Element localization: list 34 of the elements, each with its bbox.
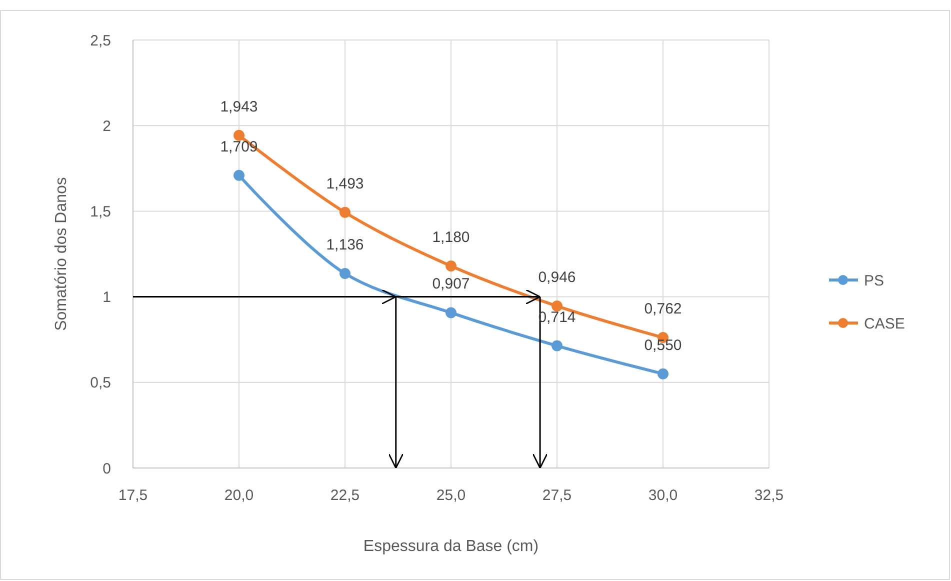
data-label: 1,180: [432, 228, 470, 246]
point: [552, 300, 562, 312]
point: [552, 340, 562, 352]
y-tick-label: 2: [102, 118, 111, 135]
y-tick-label: 2,5: [90, 32, 111, 50]
x-tick-label: 20,0: [224, 487, 254, 504]
point: [234, 130, 244, 141]
y-axis-title: Somatório dos Danos: [53, 177, 70, 331]
y-tick-label: 0,5: [90, 374, 111, 392]
data-label: 0,946: [538, 269, 576, 286]
point: [340, 268, 350, 280]
legend-label: PS: [864, 272, 884, 290]
data-label: 0,907: [432, 276, 470, 293]
data-label: 0,762: [644, 300, 682, 318]
point: [234, 170, 244, 181]
x-axis-title: Espessura da Base (cm): [363, 538, 539, 555]
x-tick-label: 32,5: [754, 487, 784, 504]
x-tick-label: 30,0: [648, 487, 678, 504]
data-label: 1,943: [220, 98, 258, 116]
x-tick-label: 17,5: [118, 487, 148, 504]
data-label: 1,493: [326, 175, 364, 192]
data-label: 0,550: [644, 336, 682, 354]
point: [446, 307, 456, 318]
y-tick-label: 1,5: [90, 203, 111, 220]
y-tick-label: 0: [102, 460, 111, 478]
point: [340, 206, 350, 218]
x-tick-label: 22,5: [330, 487, 360, 504]
point: [446, 260, 456, 272]
y-tick-label: 1: [102, 289, 111, 306]
point: [658, 368, 668, 380]
x-tick-label: 25,0: [436, 487, 466, 504]
data-label: 1,136: [326, 236, 364, 254]
legend-label: CASE: [864, 315, 905, 332]
x-tick-label: 27,5: [542, 487, 572, 504]
